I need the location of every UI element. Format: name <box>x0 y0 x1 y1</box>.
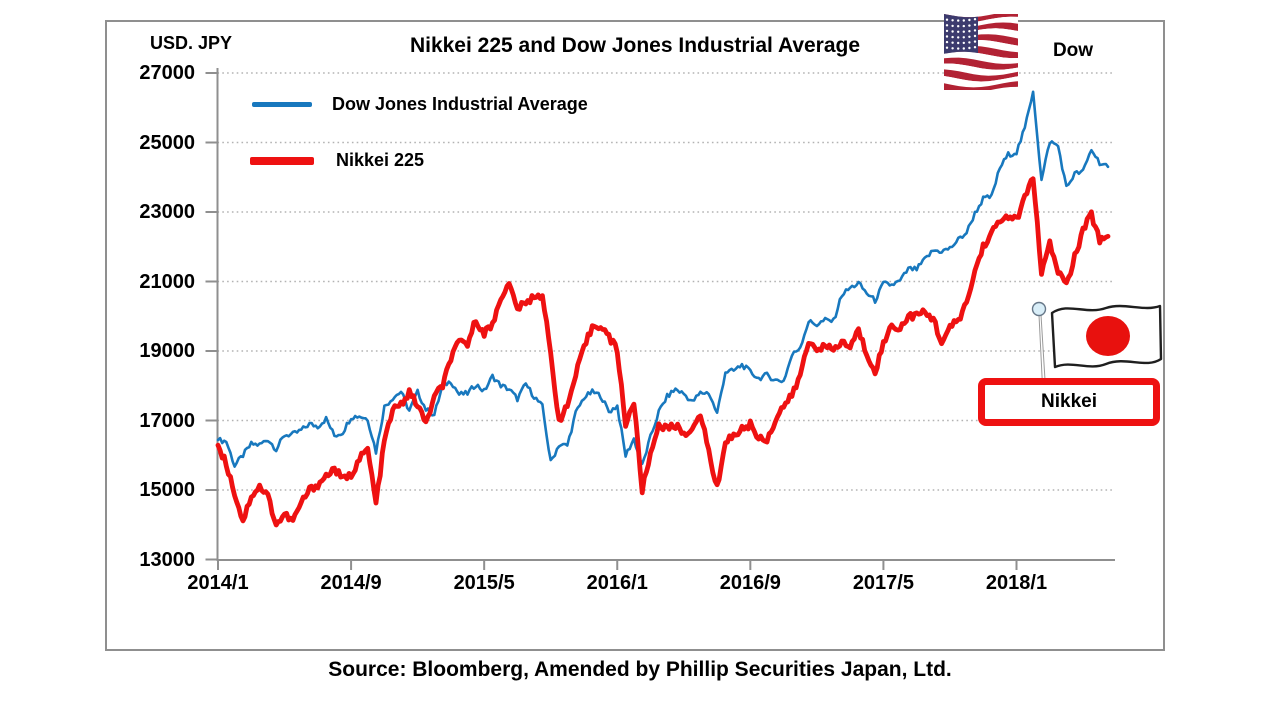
chart-frame <box>105 20 1165 651</box>
dow-series-line <box>216 90 1110 468</box>
nikkei-series-line <box>215 176 1111 528</box>
